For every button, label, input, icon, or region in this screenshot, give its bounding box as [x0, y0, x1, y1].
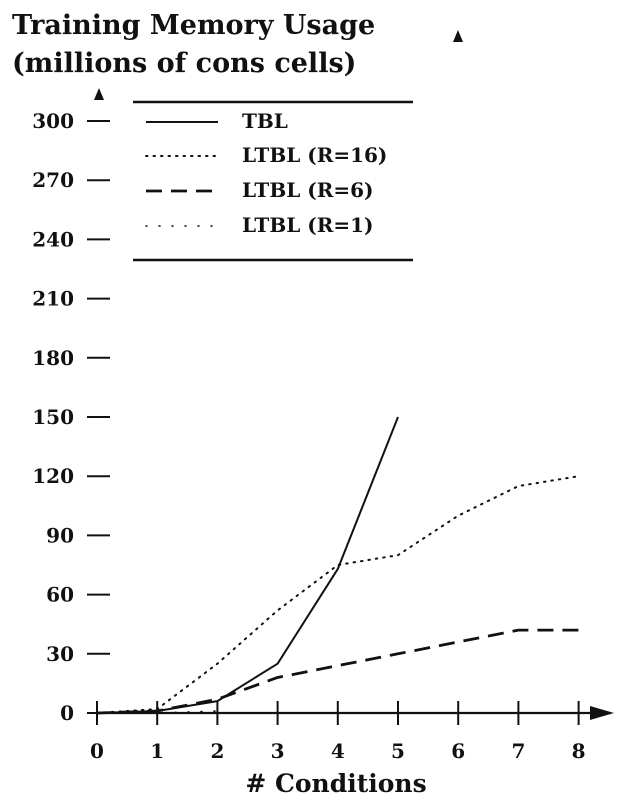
- x-ticks: 0 1 2 3 4 5 6 7 8: [90, 701, 586, 763]
- y-tick-label: 0: [60, 701, 74, 725]
- y-tick-label: 210: [32, 287, 74, 311]
- x-axis-label: # Conditions: [245, 769, 426, 798]
- x-tick-label: 0: [90, 739, 104, 763]
- y-axis-marker-icon: [94, 88, 104, 100]
- legend: TBL LTBL (R=16) LTBL (R=6) LTBL (R=1): [133, 100, 413, 262]
- y-tick-label: 120: [32, 464, 74, 488]
- x-tick-label: 3: [271, 739, 285, 763]
- y-tick-label: 240: [32, 227, 74, 251]
- y-tick-label: 150: [32, 405, 74, 429]
- series-ltbl-r-16: [96, 475, 580, 714]
- legend-item: LTBL (R=1): [145, 213, 373, 237]
- y-tick-label: 30: [46, 642, 74, 666]
- legend-label: TBL: [242, 109, 288, 133]
- series-ltbl-r-6: [96, 628, 579, 715]
- corner-marker-icon: [453, 30, 463, 42]
- series-tbl: [96, 416, 399, 714]
- legend-item: LTBL (R=16): [145, 143, 387, 167]
- x-tick-label: 5: [391, 739, 405, 763]
- series-layer: [96, 416, 580, 715]
- x-axis-arrow-icon: [590, 706, 614, 720]
- series-line: [96, 475, 580, 714]
- x-tick-label: 4: [331, 739, 345, 763]
- axes: [97, 706, 614, 720]
- legend-label: LTBL (R=16): [242, 143, 387, 167]
- legend-item: TBL: [146, 109, 288, 133]
- chart-title: Training Memory Usage: [12, 10, 375, 41]
- y-tick-label: 270: [32, 168, 74, 192]
- y-tick-label: 60: [46, 583, 74, 607]
- x-tick-label: 1: [150, 739, 164, 763]
- y-tick-label: 90: [46, 523, 74, 547]
- x-tick-label: 7: [511, 739, 525, 763]
- chart-subtitle: (millions of cons cells): [12, 48, 356, 79]
- series-line: [96, 416, 399, 714]
- x-tick-label: 6: [451, 739, 465, 763]
- legend-label: LTBL (R=1): [242, 213, 373, 237]
- y-ticks: 0 30 60 90 120 150 180 210 240 270 300: [32, 109, 110, 725]
- legend-label: LTBL (R=6): [242, 178, 373, 202]
- y-tick-label: 300: [32, 109, 74, 133]
- x-tick-label: 8: [572, 739, 586, 763]
- legend-item: LTBL (R=6): [146, 178, 373, 202]
- x-tick-label: 2: [210, 739, 224, 763]
- y-tick-label: 180: [32, 346, 74, 370]
- series-line: [96, 628, 579, 715]
